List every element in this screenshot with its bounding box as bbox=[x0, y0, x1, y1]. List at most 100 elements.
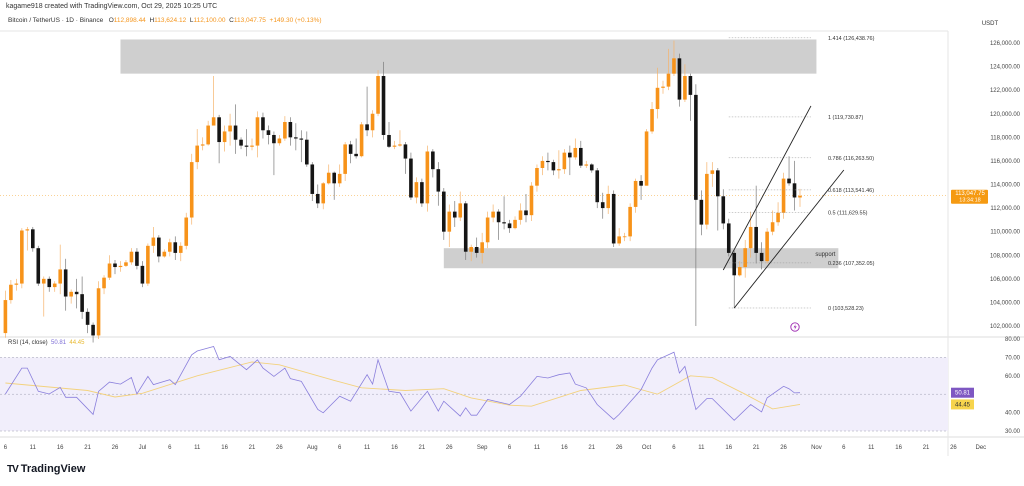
candle bbox=[688, 73, 693, 121]
candle bbox=[436, 162, 441, 206]
candle-body bbox=[562, 152, 567, 170]
candle bbox=[579, 140, 583, 168]
time-tick-label: 16 bbox=[725, 445, 732, 451]
candle-body bbox=[239, 139, 243, 146]
candle bbox=[726, 218, 731, 257]
candle bbox=[387, 122, 391, 148]
candle bbox=[403, 142, 408, 174]
candle bbox=[546, 152, 550, 171]
candle-body bbox=[705, 173, 709, 225]
candle bbox=[529, 182, 534, 222]
candle-body bbox=[770, 222, 775, 232]
candle-body bbox=[540, 160, 545, 168]
candle-body bbox=[102, 277, 106, 289]
time-tick-label: 11 bbox=[698, 445, 705, 451]
candle bbox=[326, 164, 331, 185]
candle bbox=[31, 226, 35, 252]
candle bbox=[754, 185, 758, 264]
rsi-ma-value: 44.45 bbox=[69, 340, 85, 346]
candle-body bbox=[129, 251, 134, 263]
symbol-name[interactable]: Bitcoin / TetherUS · 1D · Binance bbox=[8, 17, 104, 24]
candle-body bbox=[469, 247, 473, 252]
candle-body bbox=[573, 147, 578, 158]
candle bbox=[425, 145, 430, 212]
time-tick-label: 11 bbox=[868, 445, 875, 451]
candle-body bbox=[452, 211, 457, 218]
candle bbox=[91, 322, 95, 343]
candle bbox=[343, 142, 347, 181]
price-tick-label: 116,000.00 bbox=[990, 159, 1020, 165]
candle-body bbox=[332, 172, 336, 184]
candle bbox=[409, 152, 413, 200]
candle-body bbox=[507, 223, 512, 229]
candle-body bbox=[414, 182, 419, 198]
candle-body bbox=[716, 170, 720, 197]
tradingview-logo[interactable]: TV TradingView bbox=[7, 463, 85, 475]
rsi-ma-badge bbox=[951, 399, 974, 410]
candle-body bbox=[217, 117, 221, 143]
rsi-tick-label: 60.00 bbox=[1005, 374, 1021, 380]
candle-body bbox=[20, 230, 24, 284]
candle-body bbox=[628, 206, 632, 237]
candle bbox=[480, 232, 484, 264]
candle-body bbox=[666, 73, 671, 87]
candle-body bbox=[447, 211, 452, 232]
candle-body bbox=[315, 193, 320, 204]
candle bbox=[743, 239, 747, 278]
time-tick-label: 6 bbox=[672, 445, 676, 451]
rsi-band bbox=[0, 357, 948, 431]
price-tick-label: 122,000.00 bbox=[990, 88, 1021, 94]
candle bbox=[452, 201, 457, 227]
candle-body bbox=[244, 145, 249, 147]
rsi-tick-label: 40.00 bbox=[1005, 411, 1021, 417]
candle bbox=[562, 149, 567, 174]
candle-body bbox=[639, 180, 643, 186]
candle-body bbox=[343, 144, 347, 174]
candle-body bbox=[118, 265, 123, 268]
candle-body bbox=[326, 172, 331, 184]
candle bbox=[25, 226, 30, 251]
candle bbox=[239, 137, 243, 150]
candle-body bbox=[661, 86, 665, 88]
candle bbox=[639, 175, 643, 200]
symbol-legend: Bitcoin / TetherUS · 1D · Binance O112,8… bbox=[8, 17, 322, 24]
candle bbox=[315, 184, 320, 209]
rsi-tick-label: 70.00 bbox=[1005, 355, 1021, 361]
rsi-line bbox=[5, 346, 801, 421]
candle bbox=[255, 111, 260, 158]
candle bbox=[792, 160, 797, 211]
candle bbox=[14, 278, 19, 291]
candle-body bbox=[222, 131, 227, 143]
candle bbox=[376, 70, 380, 117]
candle-body bbox=[52, 283, 57, 288]
candle-body bbox=[85, 311, 90, 325]
rsi-title[interactable]: RSI (14, close) bbox=[8, 340, 48, 346]
candle bbox=[135, 248, 139, 270]
candle bbox=[584, 160, 589, 168]
candle-body bbox=[699, 199, 704, 225]
candle bbox=[244, 129, 249, 157]
fib-level-label: 0.618 (113,541.46) bbox=[828, 188, 874, 194]
candle-body bbox=[36, 248, 41, 284]
candle bbox=[589, 163, 594, 173]
candle bbox=[600, 192, 605, 219]
candle bbox=[617, 228, 621, 246]
candle bbox=[431, 149, 435, 178]
price-tick-label: 112,000.00 bbox=[990, 206, 1020, 212]
candle-body bbox=[124, 262, 128, 266]
axes-layer: USDT 126,000.00 124,000.00 122,000.00 120,00… bbox=[4, 21, 1021, 451]
candle bbox=[496, 209, 501, 240]
time-tick-label: 26 bbox=[780, 445, 787, 451]
rsi-value-badge-label: 50.81 bbox=[955, 391, 971, 397]
time-tick-label: 16 bbox=[561, 445, 568, 451]
candle bbox=[288, 117, 293, 146]
candle bbox=[420, 178, 424, 207]
candle-body bbox=[617, 236, 621, 244]
open-label: O bbox=[108, 17, 114, 24]
candle-body bbox=[431, 151, 435, 170]
candle bbox=[781, 172, 786, 219]
candle bbox=[606, 185, 610, 214]
candle-body bbox=[524, 210, 528, 216]
candle bbox=[557, 150, 561, 179]
